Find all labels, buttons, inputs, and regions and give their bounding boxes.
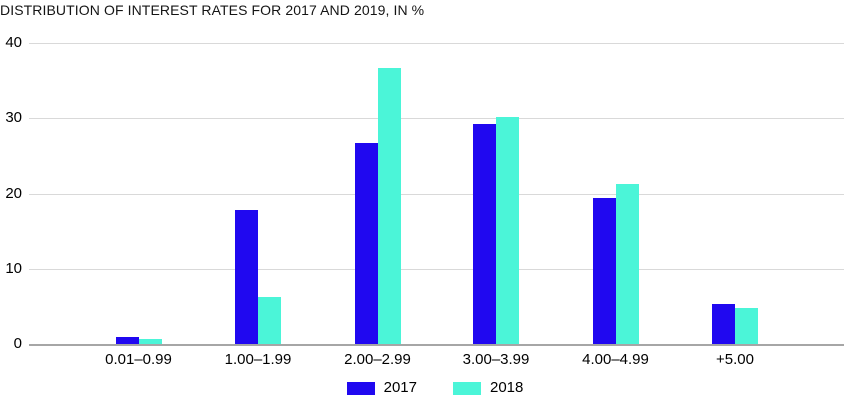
legend-swatch-2017 xyxy=(346,381,375,395)
gridline-10 xyxy=(29,268,844,270)
bar-2018-1 xyxy=(258,296,281,344)
bar-group-1 xyxy=(235,210,281,344)
gridline-30 xyxy=(29,118,844,120)
bar-2018-4 xyxy=(615,183,639,344)
bar-group-5 xyxy=(712,304,758,344)
y-axis-tick-10: 10 xyxy=(5,259,22,277)
bar-2017-2 xyxy=(354,143,378,344)
bar-2018-2 xyxy=(377,67,401,344)
legend-item-2017: 2017 xyxy=(346,379,417,397)
y-axis-tick-30: 30 xyxy=(5,109,22,127)
x-axis-label-4: 4.00–4.99 xyxy=(582,351,649,368)
bar-2017-0 xyxy=(115,336,139,344)
x-axis-label-3: 3.00–3.99 xyxy=(462,351,530,368)
gridline-40 xyxy=(29,43,844,44)
plot-area xyxy=(29,43,844,346)
x-axis-label-2: 2.00–2.99 xyxy=(344,351,411,368)
bar-group-4 xyxy=(592,183,639,344)
legend-label-2017: 2017 xyxy=(383,379,417,396)
bar-2017-5 xyxy=(712,304,735,344)
bar-2017-4 xyxy=(592,198,616,344)
x-axis-label-0: 0.01–0.99 xyxy=(105,351,172,368)
x-axis-line xyxy=(29,344,844,346)
bar-2017-1 xyxy=(235,210,258,344)
bar-2018-3 xyxy=(496,116,519,344)
legend-swatch-2018 xyxy=(453,381,481,395)
y-axis-tick-40: 40 xyxy=(5,34,22,51)
bar-2018-0 xyxy=(138,338,162,344)
bar-2018-5 xyxy=(735,307,758,344)
bar-group-0 xyxy=(115,336,162,344)
bar-2017-3 xyxy=(473,124,496,344)
x-axis-label-1: 1.00–1.99 xyxy=(224,351,292,368)
y-axis-tick-0: 0 xyxy=(13,335,22,352)
legend: 2017 2018 xyxy=(0,379,844,397)
legend-label-2018: 2018 xyxy=(490,379,524,396)
x-axis-label-5: +5.00 xyxy=(716,351,754,368)
legend-item-2018: 2018 xyxy=(453,379,523,397)
gridline-20 xyxy=(29,193,844,195)
chart-title: DISTRIBUTION OF INTEREST RATES FOR 2017 … xyxy=(0,2,425,18)
bar-group-2 xyxy=(354,67,401,344)
bar-group-3 xyxy=(473,116,519,344)
y-axis-tick-20: 20 xyxy=(5,184,22,202)
